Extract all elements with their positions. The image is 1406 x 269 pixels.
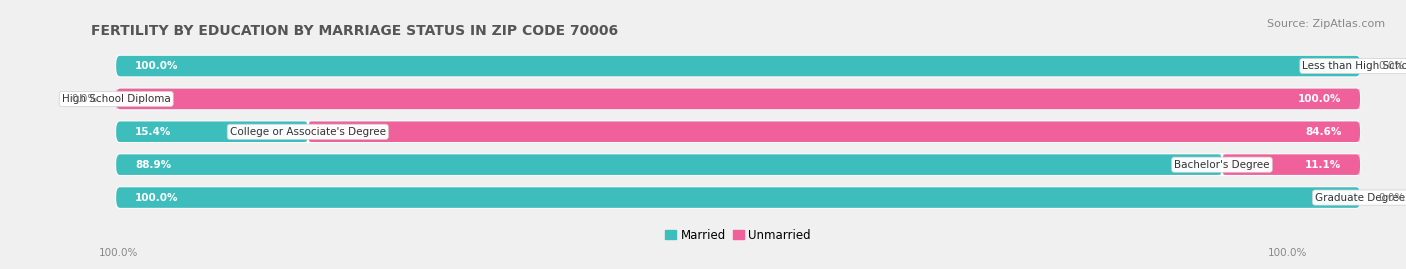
Legend: Married, Unmarried: Married, Unmarried [661,224,815,247]
Text: Graduate Degree: Graduate Degree [1315,193,1405,203]
FancyBboxPatch shape [308,122,1360,142]
FancyBboxPatch shape [117,89,1360,109]
Text: 100.0%: 100.0% [135,193,179,203]
Text: 0.0%: 0.0% [72,94,97,104]
Text: 100.0%: 100.0% [1268,248,1308,258]
Text: 88.9%: 88.9% [135,160,172,170]
Text: 100.0%: 100.0% [98,248,138,258]
Text: 100.0%: 100.0% [135,61,179,71]
Text: 84.6%: 84.6% [1305,127,1341,137]
FancyBboxPatch shape [117,122,1360,142]
Text: 100.0%: 100.0% [1298,94,1341,104]
Text: College or Associate's Degree: College or Associate's Degree [229,127,385,137]
FancyBboxPatch shape [1222,154,1360,175]
FancyBboxPatch shape [1222,154,1360,175]
Text: 0.0%: 0.0% [1379,61,1405,71]
Text: 0.0%: 0.0% [1379,193,1405,203]
FancyBboxPatch shape [117,56,1360,76]
FancyBboxPatch shape [1222,154,1360,175]
Text: FERTILITY BY EDUCATION BY MARRIAGE STATUS IN ZIP CODE 70006: FERTILITY BY EDUCATION BY MARRIAGE STATU… [91,24,619,38]
FancyBboxPatch shape [117,154,1360,175]
Text: 15.4%: 15.4% [135,127,172,137]
FancyBboxPatch shape [117,89,1360,109]
FancyBboxPatch shape [117,122,308,142]
FancyBboxPatch shape [117,154,1222,175]
Text: Less than High School: Less than High School [1302,61,1406,71]
FancyBboxPatch shape [117,89,1360,109]
FancyBboxPatch shape [117,154,1360,175]
Text: Bachelor's Degree: Bachelor's Degree [1174,160,1270,170]
FancyBboxPatch shape [117,122,1360,142]
FancyBboxPatch shape [117,187,1360,208]
FancyBboxPatch shape [117,187,1360,208]
FancyBboxPatch shape [117,56,1360,76]
Text: 11.1%: 11.1% [1305,160,1341,170]
Text: High School Diploma: High School Diploma [62,94,170,104]
FancyBboxPatch shape [308,122,1360,142]
FancyBboxPatch shape [117,89,1360,109]
FancyBboxPatch shape [117,89,1360,109]
FancyBboxPatch shape [308,122,1360,142]
FancyBboxPatch shape [117,187,1360,208]
FancyBboxPatch shape [117,122,1360,142]
FancyBboxPatch shape [117,56,1360,76]
Text: Source: ZipAtlas.com: Source: ZipAtlas.com [1267,19,1385,29]
FancyBboxPatch shape [117,154,1360,175]
FancyBboxPatch shape [117,89,1360,109]
